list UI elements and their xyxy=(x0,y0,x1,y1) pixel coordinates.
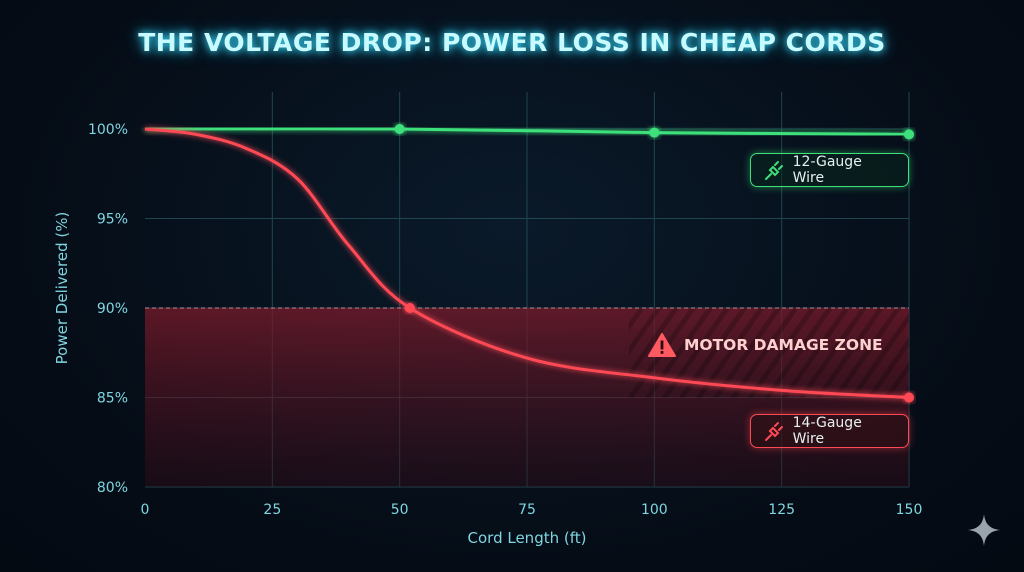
motor-damage-zone-label: MOTOR DAMAGE ZONE xyxy=(648,333,883,357)
x-axis-label: Cord Length (ft) xyxy=(468,529,587,547)
series-line-12-gauge xyxy=(144,127,910,136)
legend-label: 14-Gauge Wire xyxy=(792,415,862,447)
x-tick-label: 50 xyxy=(391,502,409,518)
y-tick-label: 85% xyxy=(97,391,128,407)
y-tick-label: 80% xyxy=(97,480,128,496)
x-tick-label: 100 xyxy=(641,502,668,518)
y-tick-label: 95% xyxy=(97,212,128,228)
x-tick-label: 25 xyxy=(263,502,281,518)
data-point xyxy=(904,392,914,403)
x-tick-label: 0 xyxy=(141,502,150,518)
x-tick-label: 125 xyxy=(768,502,795,518)
plug-icon xyxy=(765,422,783,441)
legend-label: 12-Gauge Wire xyxy=(792,154,862,186)
legend-12-gauge: 12-Gauge Wire xyxy=(750,153,909,187)
zone-hatch xyxy=(628,308,909,398)
data-point xyxy=(394,124,405,134)
y-tick-label: 90% xyxy=(97,301,128,317)
data-point xyxy=(649,127,660,138)
data-point xyxy=(404,303,415,313)
data-point xyxy=(904,129,914,140)
chart-title: THE VOLTAGE DROP: POWER LOSS IN CHEAP CO… xyxy=(138,28,886,57)
zone-label-text: MOTOR DAMAGE ZONE xyxy=(684,336,883,354)
y-tick-label: 100% xyxy=(88,122,128,138)
plug-icon xyxy=(765,161,783,180)
x-tick-label: 150 xyxy=(896,502,923,518)
y-axis-label: Power Delivered (%) xyxy=(53,212,71,365)
legend-14-gauge: 14-Gauge Wire xyxy=(750,414,909,448)
sparkle-logo-icon xyxy=(968,514,1000,546)
x-tick-label: 75 xyxy=(518,502,536,518)
warning-triangle-icon xyxy=(648,333,676,357)
